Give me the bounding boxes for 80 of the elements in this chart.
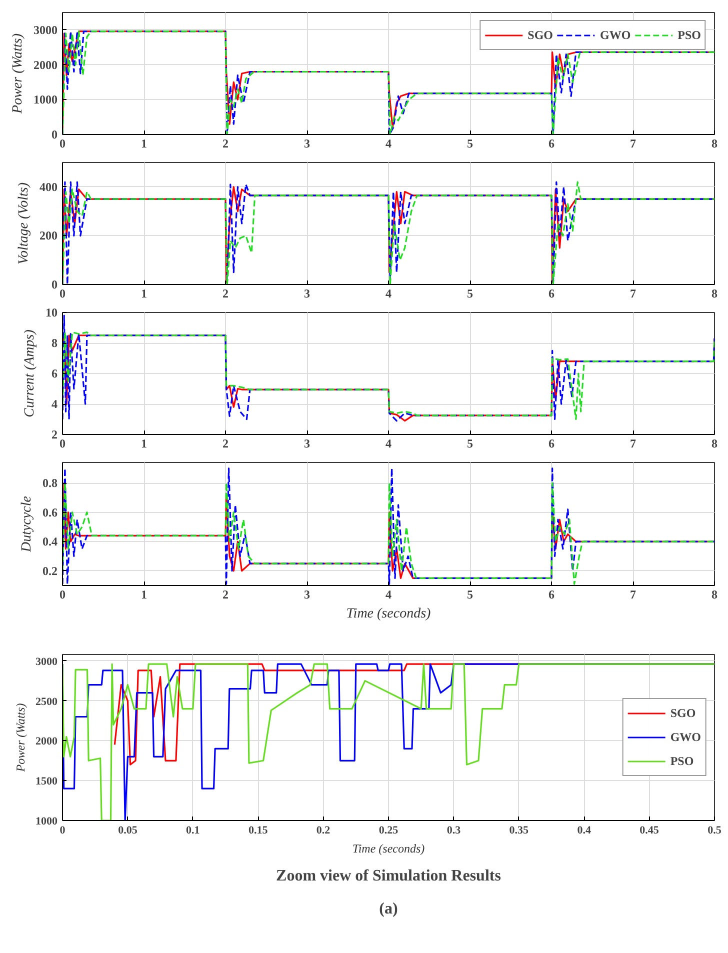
y-axis-title: Current (Amps) xyxy=(22,329,38,418)
x-axis-title: Time (seconds) xyxy=(352,842,425,856)
x-tick-label: 5 xyxy=(467,136,473,150)
x-tick-label: 7 xyxy=(630,136,636,150)
x-tick-label: 6 xyxy=(548,286,554,300)
y-tick-label: 8 xyxy=(52,336,58,350)
y-tick-label: 0.2 xyxy=(42,564,58,578)
x-tick-label: 4 xyxy=(386,286,392,300)
y-tick-label: 3000 xyxy=(34,22,58,37)
legend-label: SGO xyxy=(670,706,696,720)
text: (a) xyxy=(379,900,398,918)
x-tick-label: 6 xyxy=(548,588,554,602)
x-tick-label: 1 xyxy=(141,286,147,300)
x-tick-label: 3 xyxy=(304,588,310,602)
x-tick-label: 8 xyxy=(712,436,718,450)
legend-label: GWO xyxy=(670,730,701,744)
x-tick-label: 1 xyxy=(141,436,147,450)
y-tick-label: 2 xyxy=(52,428,58,442)
y-tick-label: 0.4 xyxy=(42,534,58,549)
x-tick-label: 6 xyxy=(548,436,554,450)
x-tick-label: 7 xyxy=(630,436,636,450)
x-tick-label: 0.2 xyxy=(316,824,331,836)
y-tick-label: 0.8 xyxy=(42,476,58,490)
y-tick-label: 1500 xyxy=(36,776,58,788)
x-tick-label: 4 xyxy=(386,588,392,602)
y-tick-label: 6 xyxy=(52,366,58,380)
x-tick-label: 0.25 xyxy=(378,824,399,836)
y-tick-label: 0.6 xyxy=(42,505,58,520)
x-tick-label: 3 xyxy=(304,136,310,150)
x-tick-label: 5 xyxy=(467,588,473,602)
line-series xyxy=(62,314,714,422)
y-tick-label: 4 xyxy=(52,397,58,411)
x-tick-label: 0.1 xyxy=(186,824,200,836)
x-tick-label: 3 xyxy=(304,286,310,300)
y-tick-label: 10 xyxy=(46,306,58,320)
x-tick-label: 2 xyxy=(222,436,228,450)
x-tick-label: 5 xyxy=(467,436,473,450)
y-tick-label: 2000 xyxy=(34,58,58,72)
y-tick-label: 0 xyxy=(52,278,58,292)
x-tick-label: 0.5 xyxy=(708,824,722,836)
y-tick-label: 200 xyxy=(40,228,58,243)
x-tick-label: 0 xyxy=(60,824,66,836)
x-tick-label: 1 xyxy=(141,136,147,150)
x-axis-title: Time (seconds) xyxy=(346,606,432,622)
x-tick-label: 4 xyxy=(386,436,392,450)
legend-label: GWO xyxy=(600,28,631,42)
x-tick-label: 2 xyxy=(222,136,228,150)
x-tick-label: 6 xyxy=(548,136,554,150)
x-tick-label: 3 xyxy=(304,436,310,450)
y-axis-title: Dutycycle xyxy=(20,496,34,553)
x-tick-label: 0.3 xyxy=(446,824,462,836)
legend-label: PSO xyxy=(678,28,701,42)
y-tick-label: 3000 xyxy=(36,656,58,668)
x-tick-label: 0.45 xyxy=(640,824,660,836)
x-tick-label: 8 xyxy=(712,136,718,150)
y-tick-label: 2500 xyxy=(36,696,58,708)
x-tick-label: 2 xyxy=(222,588,228,602)
y-tick-label: 0 xyxy=(52,128,58,142)
x-tick-label: 0.15 xyxy=(248,824,268,836)
y-axis-title: Power (Watts) xyxy=(10,33,26,114)
legend-label: SGO xyxy=(528,28,553,42)
y-axis-title: Power (Watts) xyxy=(14,703,28,773)
y-tick-label: 1000 xyxy=(34,92,58,107)
y-tick-label: 1000 xyxy=(36,816,58,828)
y-tick-label: 2000 xyxy=(36,736,58,748)
x-tick-label: 0.05 xyxy=(118,824,138,836)
y-tick-label: 400 xyxy=(40,180,58,194)
x-tick-label: 7 xyxy=(630,286,636,300)
x-tick-label: 0.4 xyxy=(577,824,592,836)
x-tick-label: 7 xyxy=(630,588,636,602)
x-tick-label: 8 xyxy=(712,286,718,300)
x-tick-label: 1 xyxy=(141,588,147,602)
x-tick-label: 2 xyxy=(222,286,228,300)
text: Zoom view of Simulation Results xyxy=(276,868,501,884)
x-tick-label: 4 xyxy=(386,136,392,150)
x-tick-label: 0.35 xyxy=(509,824,530,836)
legend-label: PSO xyxy=(670,754,694,768)
x-tick-label: 8 xyxy=(712,588,718,602)
x-tick-label: 5 xyxy=(467,286,473,300)
y-axis-title: Voltage (Volts) xyxy=(16,182,32,265)
